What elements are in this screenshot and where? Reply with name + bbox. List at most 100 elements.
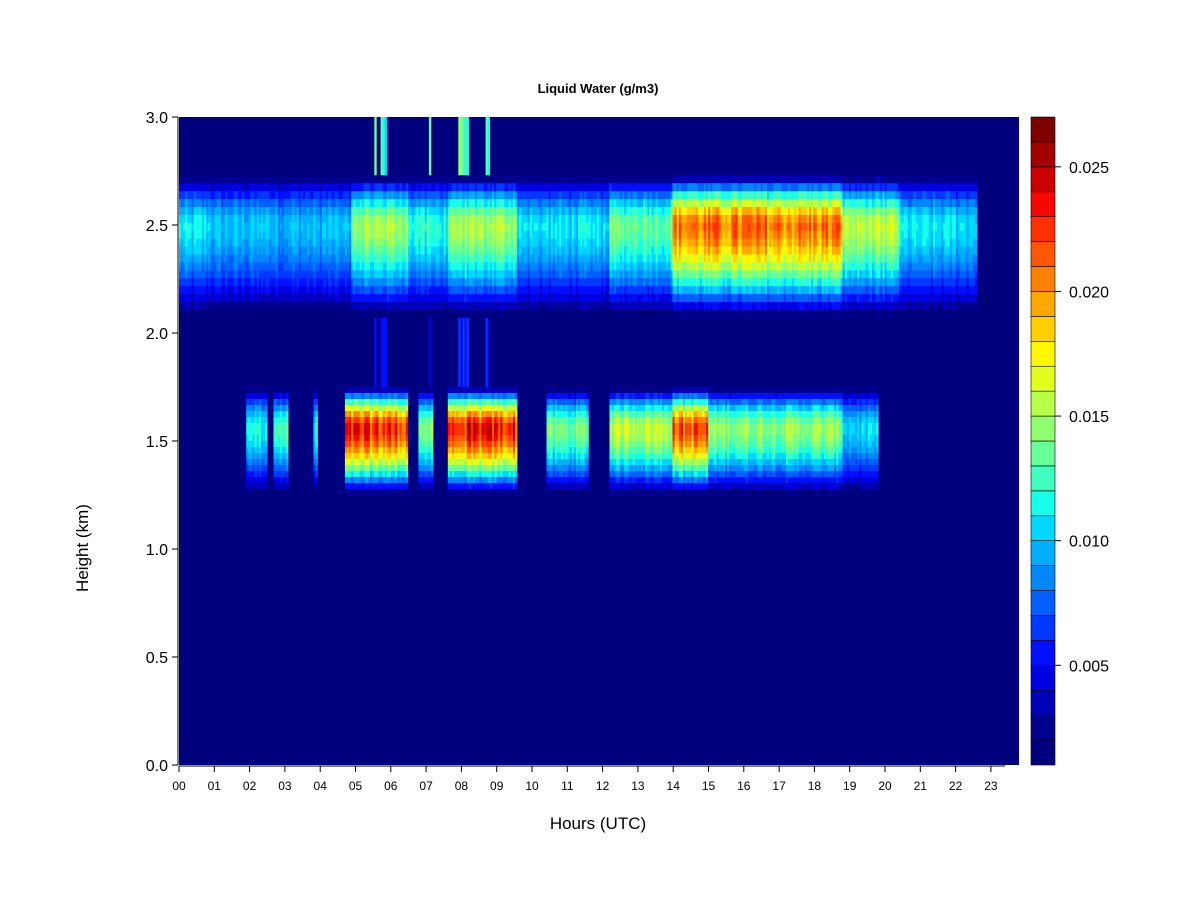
heatmap-cell <box>464 222 467 232</box>
heatmap-cell <box>368 411 371 418</box>
heatmap-cell <box>267 294 270 303</box>
heatmap-cell <box>239 222 243 232</box>
heatmap-cell <box>340 175 344 184</box>
heatmap-cell <box>237 286 241 295</box>
heatmap-cell <box>355 214 358 224</box>
heatmap-cell <box>393 254 396 263</box>
heatmap-cell <box>508 207 512 216</box>
heatmap-cell <box>533 262 537 271</box>
heatmap-cell <box>393 435 396 442</box>
heatmap-cell <box>405 207 409 216</box>
heatmap-cell <box>216 207 220 216</box>
heatmap-cell <box>395 286 398 295</box>
heatmap-cell <box>374 222 377 232</box>
heatmap-cell <box>221 278 224 287</box>
heatmap-cell <box>546 302 549 311</box>
heatmap-cell <box>349 447 352 454</box>
heatmap-cell <box>315 423 318 430</box>
heatmap-cell <box>187 254 190 263</box>
heatmap-cell <box>313 230 316 240</box>
heatmap-cell <box>380 405 383 412</box>
heatmap-cell <box>517 262 520 271</box>
heatmap-cell <box>548 483 551 490</box>
heatmap-cell <box>439 262 442 271</box>
heatmap-cell <box>258 429 262 436</box>
heatmap-cell <box>424 175 428 184</box>
heatmap-cell <box>410 222 413 232</box>
heatmap-cell <box>441 270 444 279</box>
heatmap-cell <box>462 465 465 472</box>
heatmap-cell <box>397 262 400 271</box>
heatmap-cell <box>216 310 220 319</box>
heatmap-cell <box>372 465 375 472</box>
heatmap-cell <box>189 183 192 192</box>
heatmap-cell <box>416 175 419 184</box>
heatmap-cell <box>483 175 486 184</box>
heatmap-cell <box>378 417 381 424</box>
heatmap-cell <box>311 222 314 232</box>
heatmap-cell <box>260 302 264 311</box>
heatmap-cell <box>548 191 551 200</box>
heatmap-cell <box>227 310 230 319</box>
heatmap-cell <box>204 199 207 208</box>
heatmap-cell <box>494 302 497 311</box>
heatmap-cell <box>374 459 377 466</box>
heatmap-cell <box>248 270 251 279</box>
heatmap-cell <box>347 441 350 448</box>
heatmap-cell <box>464 465 467 472</box>
heatmap-cell <box>508 447 512 454</box>
heatmap-cell <box>456 471 459 478</box>
heatmap-cell <box>197 207 201 216</box>
heatmap-cell <box>552 399 556 406</box>
heatmap-cell <box>229 214 232 224</box>
heatmap-cell <box>466 399 470 406</box>
heatmap-cell <box>420 230 423 240</box>
heatmap-cell <box>284 183 287 192</box>
heatmap-cell <box>452 477 455 484</box>
heatmap-cell <box>533 222 537 232</box>
heatmap-cell <box>347 417 350 424</box>
heatmap-cell <box>435 238 438 247</box>
heatmap-cell <box>256 477 260 484</box>
heatmap-cell <box>370 278 373 287</box>
heatmap-cell <box>286 286 289 295</box>
heatmap-cell <box>334 310 337 319</box>
heatmap-cell <box>351 286 354 295</box>
heatmap-cell <box>239 286 243 295</box>
heatmap-cell <box>510 207 514 216</box>
heatmap-cell <box>529 222 533 232</box>
heatmap-cell <box>431 175 434 184</box>
heatmap-cell <box>349 483 352 490</box>
heatmap-cell <box>349 270 352 279</box>
heatmap-cell <box>294 183 297 192</box>
heatmap-cell <box>510 435 514 442</box>
heatmap-cell <box>536 286 539 295</box>
heatmap-cell <box>389 417 392 424</box>
heatmap-cell <box>449 393 453 400</box>
heatmap-cell <box>342 207 346 216</box>
heatmap-cell <box>374 246 377 255</box>
heatmap-cell <box>344 465 348 472</box>
heatmap-cell <box>473 222 476 232</box>
heatmap-cell <box>412 262 415 271</box>
heatmap-cell <box>338 214 341 224</box>
heatmap-cell <box>447 387 451 394</box>
heatmap-cell <box>494 405 497 412</box>
heatmap-cell <box>298 254 302 263</box>
heatmap-cell <box>510 286 514 295</box>
heatmap-cell <box>208 286 211 295</box>
heatmap-cell <box>231 175 234 184</box>
heatmap-cell <box>384 199 388 208</box>
heatmap-cell <box>374 393 377 400</box>
heatmap-cell <box>357 411 360 418</box>
heatmap-cell <box>538 278 541 287</box>
heatmap-cell <box>384 238 388 247</box>
heatmap-cell <box>422 175 425 184</box>
heatmap-cell <box>344 230 348 240</box>
heatmap-cell <box>399 393 402 400</box>
heatmap-cell <box>481 453 484 460</box>
heatmap-cell <box>449 238 453 247</box>
heatmap-cell <box>483 254 486 263</box>
heatmap-cell <box>231 238 234 247</box>
heatmap-cell <box>382 278 386 287</box>
